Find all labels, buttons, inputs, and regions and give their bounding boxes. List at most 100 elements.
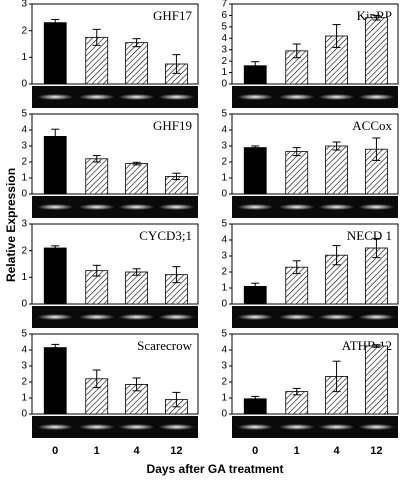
- y-tick-label: 1: [21, 173, 27, 184]
- gel-image: [232, 86, 398, 108]
- gel-band: [118, 94, 155, 100]
- bar: [125, 163, 148, 195]
- y-tick-label: 2: [221, 157, 227, 168]
- plot-frame: [231, 3, 399, 85]
- x-tick-label: 0: [252, 445, 258, 457]
- gel-image: [232, 306, 398, 328]
- x-tick-label: 4: [134, 445, 141, 457]
- gel-band: [318, 204, 355, 210]
- bar: [125, 271, 148, 305]
- panel-title: GHF17: [153, 8, 193, 23]
- x-tick-label: 4: [334, 445, 341, 457]
- bar: [125, 42, 148, 85]
- plot-frame: [231, 223, 399, 305]
- bar: [43, 347, 67, 415]
- plot-frame: [31, 113, 199, 195]
- bar: [43, 247, 67, 305]
- y-tick-label: 4: [221, 33, 227, 44]
- gel-band: [118, 314, 155, 320]
- y-tick-label: 5: [221, 329, 227, 340]
- gel-band: [318, 424, 355, 430]
- bar: [285, 151, 309, 195]
- gel-band: [358, 314, 395, 320]
- y-tick-label: 1: [21, 52, 27, 63]
- gel-band: [278, 424, 315, 430]
- bar: [43, 22, 67, 85]
- gel-band: [158, 314, 195, 320]
- gel-image: [232, 416, 398, 438]
- gel-band: [37, 204, 74, 210]
- gel-image: [32, 306, 198, 328]
- x-tick-label: 0: [52, 445, 58, 457]
- y-tick-label: 1: [221, 173, 227, 184]
- gel-band: [278, 94, 315, 100]
- bar: [365, 17, 388, 85]
- gel-band: [78, 424, 115, 430]
- y-tick-label: 1: [221, 283, 227, 294]
- x-tick-label: 12: [370, 445, 382, 457]
- gel-band: [37, 424, 74, 430]
- gel-band: [118, 424, 155, 430]
- y-tick-label: 2: [221, 377, 227, 388]
- y-tick-label: 1: [221, 393, 227, 404]
- y-tick-label: 6: [221, 10, 227, 21]
- y-tick-label: 3: [221, 141, 227, 152]
- gel-band: [158, 94, 195, 100]
- y-tick-label: 5: [21, 109, 27, 120]
- gel-band: [37, 314, 74, 320]
- y-tick-label: 3: [21, 0, 27, 10]
- y-tick-label: 1: [21, 393, 27, 404]
- y-tick-label: 0: [21, 299, 27, 310]
- y-tick-label: 3: [21, 361, 27, 372]
- bar: [243, 147, 267, 195]
- gel-band: [118, 204, 155, 210]
- y-tick-label: 2: [21, 157, 27, 168]
- y-tick-label: 5: [221, 219, 227, 230]
- panel-title: Scarecrow: [137, 338, 192, 353]
- y-tick-label: 0: [21, 189, 27, 200]
- x-tick-label: 1: [294, 445, 300, 457]
- gel-band: [78, 204, 115, 210]
- y-tick-label: 0: [221, 299, 227, 310]
- gel-band: [37, 94, 74, 100]
- gel-band: [278, 314, 315, 320]
- gel-band: [358, 424, 395, 430]
- y-tick-label: 3: [221, 361, 227, 372]
- bar: [85, 158, 109, 195]
- gel-image: [32, 416, 198, 438]
- y-tick-label: 2: [21, 25, 27, 36]
- plot-frame: [231, 333, 399, 415]
- gel-band: [158, 204, 195, 210]
- y-tick-label: 3: [21, 141, 27, 152]
- y-tick-label: 0: [221, 79, 227, 90]
- y-tick-label: 4: [221, 345, 227, 356]
- y-tick-label: 0: [221, 189, 227, 200]
- bar: [325, 145, 348, 195]
- gel-band: [237, 94, 274, 100]
- y-tick-label: 3: [221, 44, 227, 55]
- gel-band: [278, 204, 315, 210]
- y-tick-label: 5: [221, 21, 227, 32]
- gel-band: [78, 314, 115, 320]
- y-tick-label: 2: [221, 267, 227, 278]
- plot-frame: [31, 223, 199, 305]
- y-tick-label: 5: [21, 329, 27, 340]
- gel-image: [32, 196, 198, 218]
- y-tick-label: 4: [21, 125, 27, 136]
- y-tick-label: 4: [221, 235, 227, 246]
- y-tick-label: 4: [21, 345, 27, 356]
- plot-frame: [31, 333, 199, 415]
- gel-band: [318, 314, 355, 320]
- y-tick-label: 3: [221, 251, 227, 262]
- panel-title: NECD 1: [347, 228, 392, 243]
- y-tick-label: 5: [221, 109, 227, 120]
- y-axis-label: Relative Expression: [4, 168, 18, 282]
- y-tick-label: 2: [21, 245, 27, 256]
- plot-frame: [31, 3, 199, 85]
- y-tick-label: 0: [221, 409, 227, 420]
- y-tick-label: 0: [21, 409, 27, 420]
- gel-band: [158, 424, 195, 430]
- gel-band: [358, 94, 395, 100]
- y-tick-label: 2: [21, 377, 27, 388]
